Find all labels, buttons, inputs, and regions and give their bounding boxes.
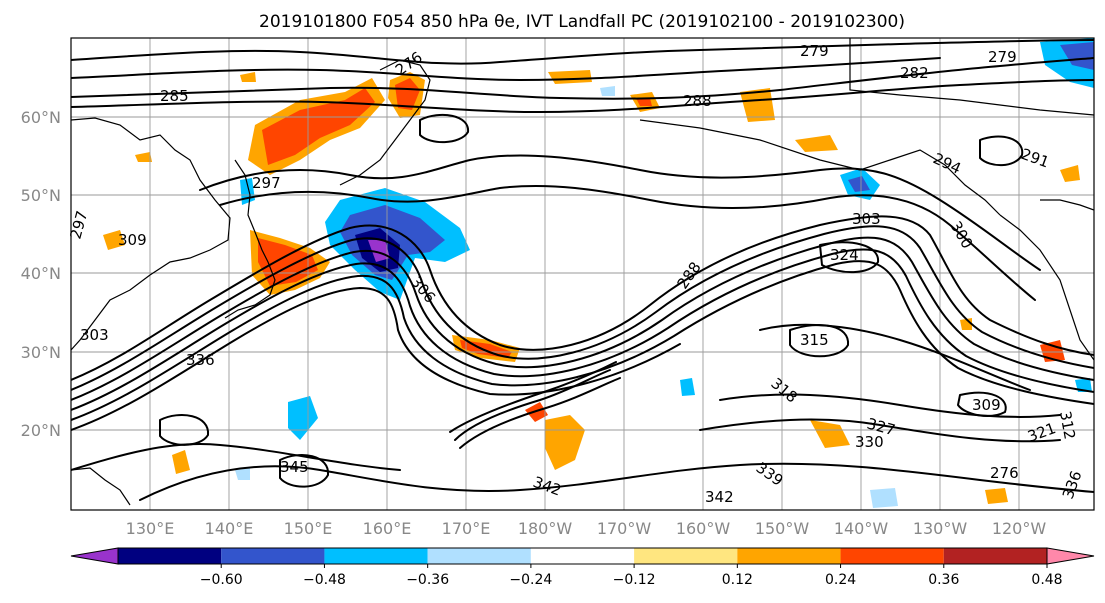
colorbar-segment bbox=[943, 548, 1047, 564]
lon-tick-label: 130°E bbox=[126, 519, 175, 538]
contour-label: 303 bbox=[852, 210, 881, 228]
graticule bbox=[71, 38, 1094, 510]
colorbar-tick-label: −0.48 bbox=[303, 572, 346, 588]
contour-label: 276 bbox=[990, 464, 1019, 482]
theta-e-contours bbox=[71, 39, 1094, 501]
colorbar-segment bbox=[737, 548, 841, 564]
contour-label: 315 bbox=[800, 331, 829, 349]
colorbar-frame bbox=[117, 547, 1048, 565]
contour-label: 312 bbox=[1056, 410, 1079, 441]
colorbar-tick-label: 0.36 bbox=[928, 572, 959, 588]
lat-tick-label: 50°N bbox=[21, 186, 61, 205]
colorbar-extend-max bbox=[1046, 547, 1095, 565]
lon-tick-label: 140°W bbox=[834, 519, 889, 538]
lon-tick-label: 120°W bbox=[992, 519, 1047, 538]
contour-label: 282 bbox=[900, 64, 929, 82]
lon-tick-label: 150°W bbox=[755, 519, 810, 538]
lat-tick-label: 40°N bbox=[21, 264, 61, 283]
contour-label: 309 bbox=[972, 396, 1001, 414]
colorbar: −0.60 −0.48 −0.36 −0.24 −0.12 0.12 0.24 0.36 0.4… bbox=[70, 547, 1095, 588]
lon-tick-label: 160°W bbox=[676, 519, 731, 538]
colorbar-segment bbox=[634, 548, 738, 564]
colorbar-segment bbox=[427, 548, 531, 564]
contour-labels: 285 276 279 282 279 288 297 291 294 309 … bbox=[66, 42, 1085, 506]
map-panel bbox=[71, 38, 1094, 510]
contour-label: 342 bbox=[705, 488, 734, 506]
negative-shading bbox=[235, 38, 1094, 508]
longitude-tick-labels: 130°E 140°E 150°E 160°E 170°E 180°W 170°… bbox=[126, 519, 1047, 538]
colorbar-extend-min bbox=[70, 547, 119, 565]
colorbar-tick-label: 0.12 bbox=[722, 572, 753, 588]
lon-tick-label: 160°E bbox=[363, 519, 412, 538]
map-title: 2019101800 F054 850 hPa θe, IVT Landfall… bbox=[259, 12, 905, 32]
lon-tick-label: 180°W bbox=[518, 519, 573, 538]
contour-label: 279 bbox=[800, 42, 829, 60]
contour-label: 279 bbox=[988, 48, 1017, 66]
contour-label: 309 bbox=[118, 231, 147, 249]
contour-label: 345 bbox=[280, 458, 309, 476]
colorbar-tick-label: 0.48 bbox=[1031, 572, 1062, 588]
colorbar-segment bbox=[118, 548, 222, 564]
lat-tick-label: 30°N bbox=[21, 343, 61, 362]
lat-tick-label: 20°N bbox=[21, 421, 61, 440]
lon-tick-label: 170°E bbox=[442, 519, 491, 538]
coastlines bbox=[71, 38, 1094, 506]
lon-tick-label: 130°W bbox=[913, 519, 968, 538]
colorbar-tick-label: −0.24 bbox=[509, 572, 552, 588]
contour-label: 297 bbox=[252, 174, 281, 192]
colorbar-segment bbox=[840, 548, 944, 564]
colorbar-segment bbox=[324, 548, 428, 564]
contour-label: 330 bbox=[855, 433, 884, 451]
contour-label: 288 bbox=[683, 92, 712, 110]
colorbar-tick-label: −0.12 bbox=[613, 572, 656, 588]
contour-label: 303 bbox=[80, 326, 109, 344]
map-frame bbox=[70, 37, 1095, 511]
colorbar-segment bbox=[221, 548, 325, 564]
latitude-tick-labels: 60°N 50°N 40°N 30°N 20°N bbox=[21, 108, 61, 440]
lon-tick-label: 150°E bbox=[284, 519, 333, 538]
contour-label: 324 bbox=[830, 246, 859, 264]
lon-tick-label: 140°E bbox=[205, 519, 254, 538]
colorbar-segment bbox=[530, 548, 635, 564]
contour-label: 336 bbox=[186, 351, 215, 369]
lon-tick-label: 170°W bbox=[597, 519, 652, 538]
colorbar-tick-label: 0.24 bbox=[825, 572, 856, 588]
contour-label: 285 bbox=[160, 87, 189, 105]
lat-tick-label: 60°N bbox=[21, 108, 61, 127]
colorbar-tick-label: −0.60 bbox=[200, 572, 243, 588]
colorbar-tick-label: −0.36 bbox=[406, 572, 449, 588]
